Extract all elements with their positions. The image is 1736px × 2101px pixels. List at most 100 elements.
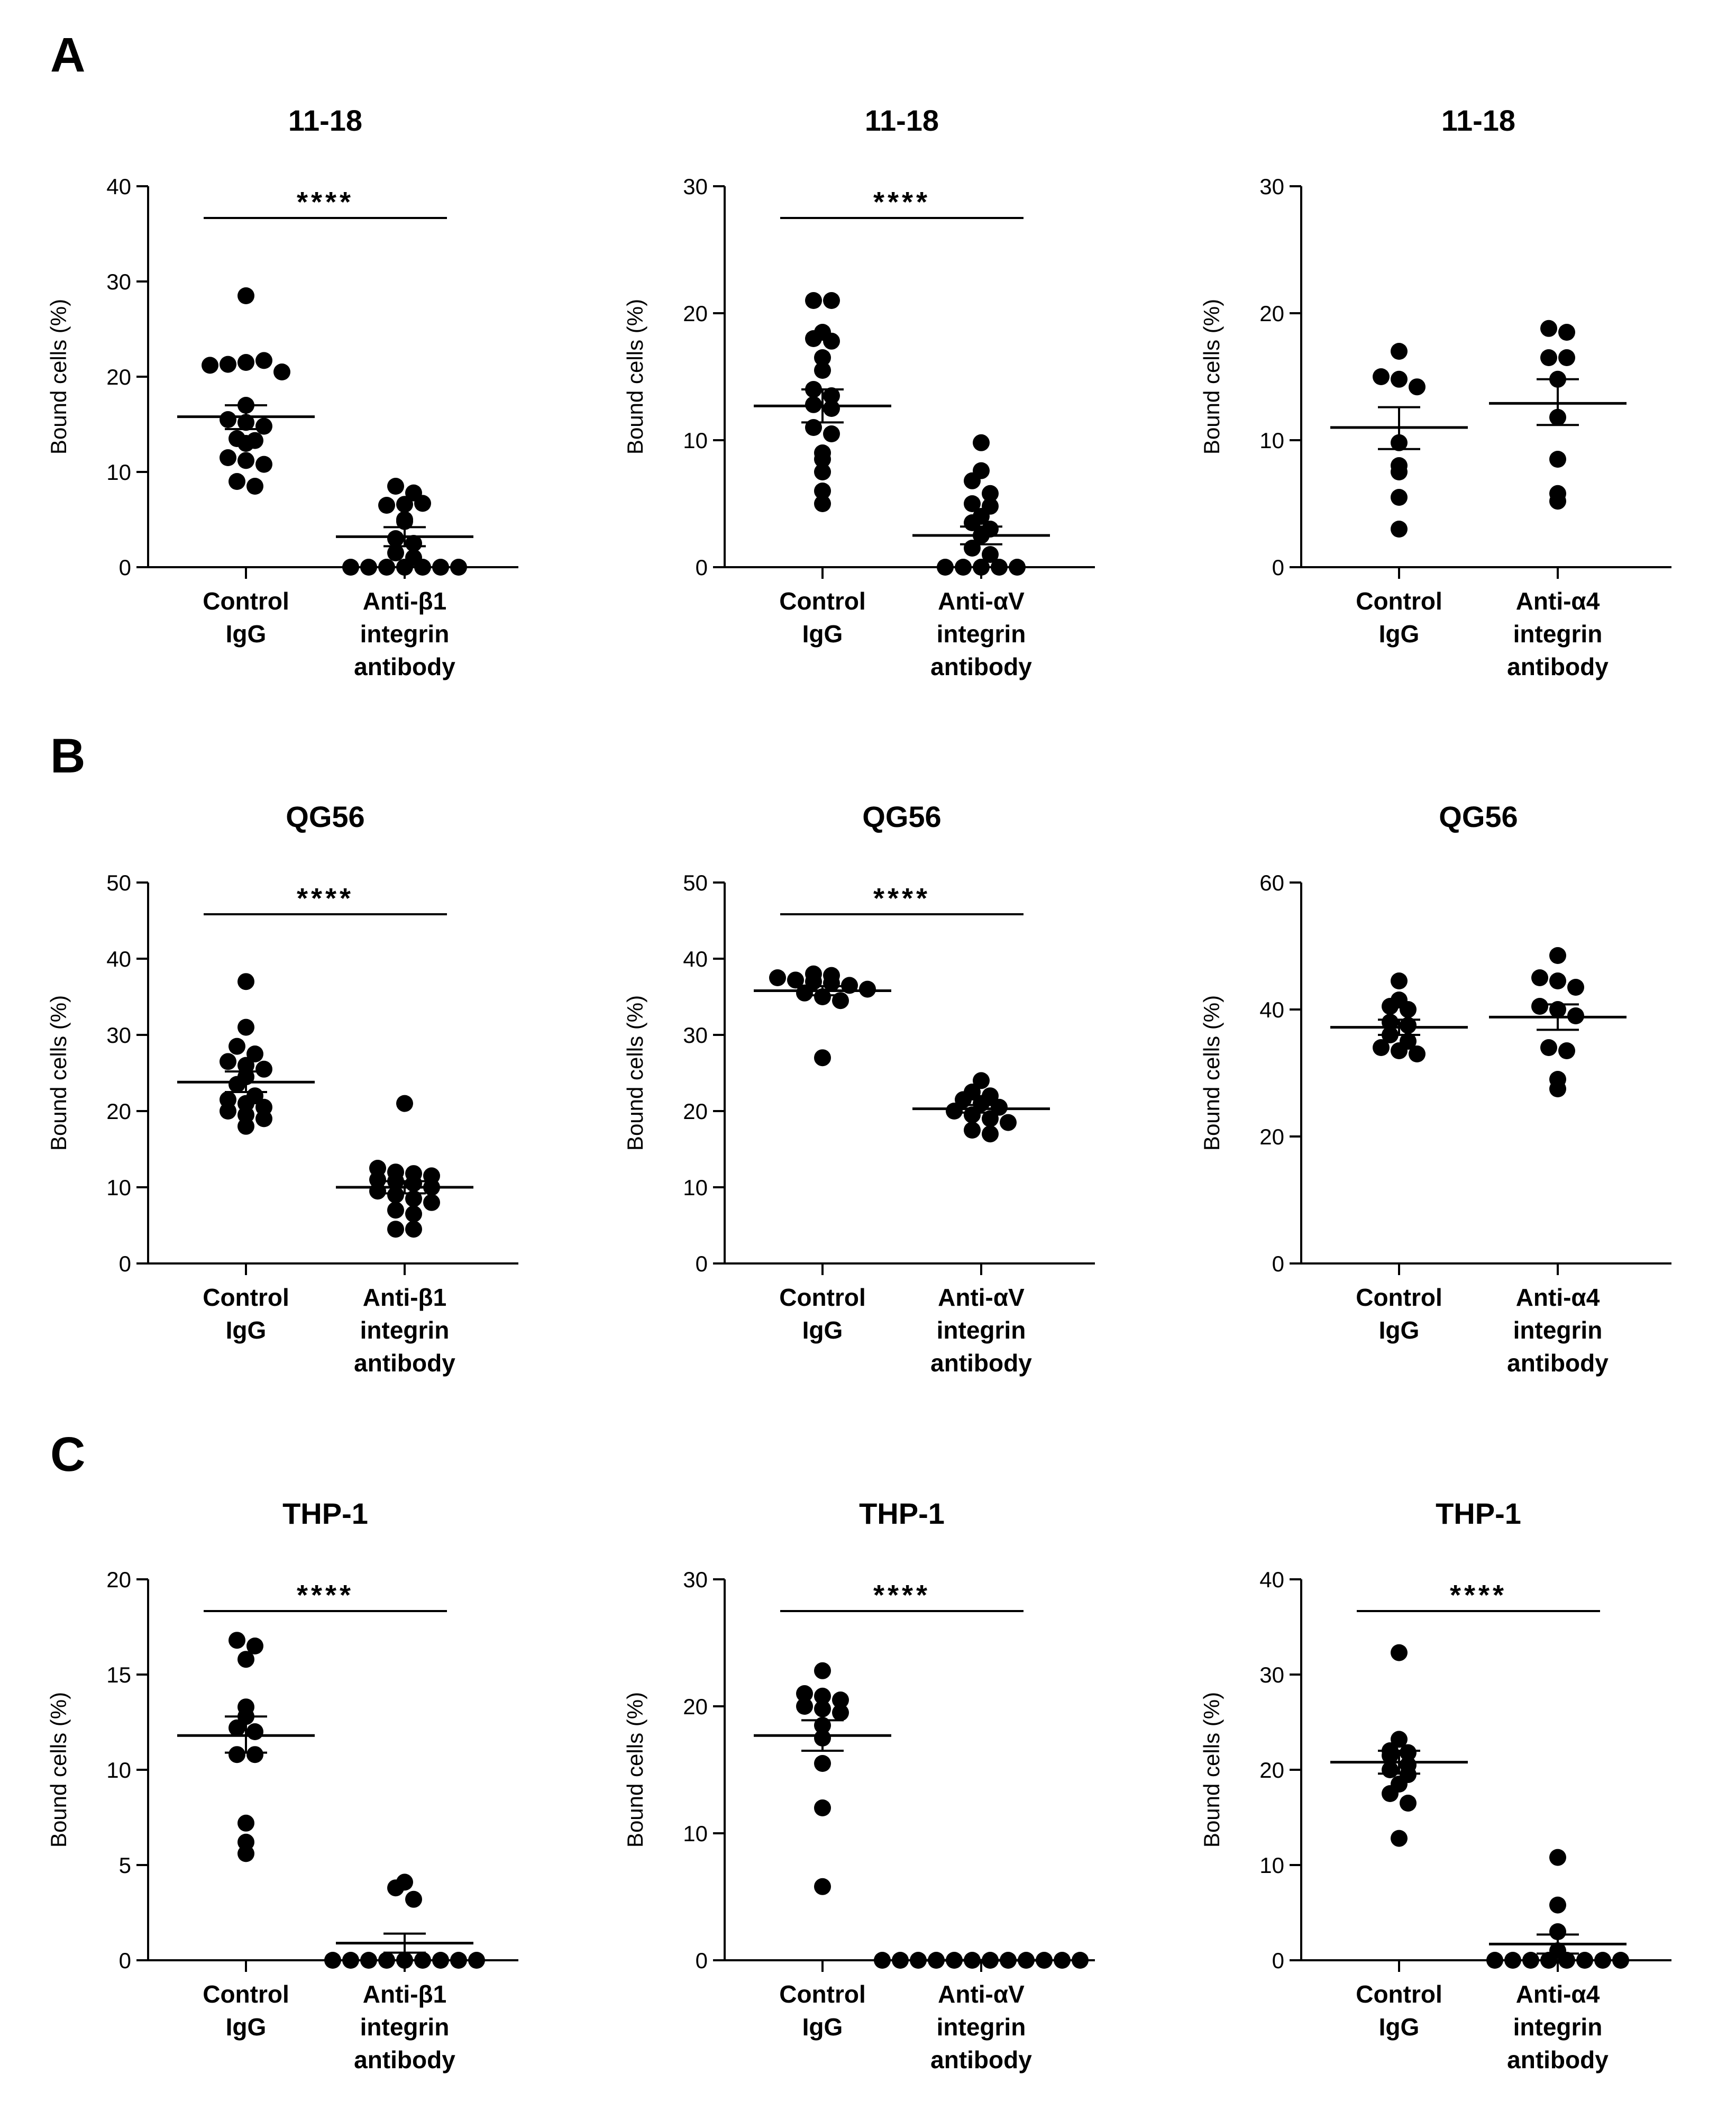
data-point <box>1391 1830 1408 1847</box>
data-point <box>342 1952 359 1969</box>
y-tick-label: 10 <box>106 1175 131 1200</box>
data-point <box>405 1890 422 1908</box>
data-point <box>1549 972 1566 989</box>
y-tick-label: 15 <box>106 1662 131 1687</box>
data-point <box>468 1952 485 1969</box>
data-point <box>814 1049 831 1067</box>
data-point <box>1072 1952 1089 1969</box>
x-category-label: Anti-α4 <box>1516 587 1600 615</box>
x-category-label: integrin <box>937 1316 1026 1344</box>
data-point <box>1558 324 1575 341</box>
x-category-label: antibody <box>1507 653 1609 680</box>
significance-label: **** <box>873 1579 930 1611</box>
data-point <box>255 1098 272 1116</box>
plot-6: QG56 Bound cells (%) 0 20 40 60 Control IgG Anti… <box>1199 800 1671 1377</box>
data-point <box>1504 1952 1521 1969</box>
x-category-label: antibody <box>354 2046 455 2073</box>
data-point <box>387 478 404 495</box>
data-point <box>1531 998 1548 1015</box>
data-point <box>982 546 999 563</box>
data-point <box>360 1952 377 1969</box>
data-point <box>1000 1114 1017 1131</box>
x-category-label: integrin <box>937 620 1026 648</box>
data-point <box>982 1110 999 1127</box>
x-category-label: integrin <box>360 1316 450 1344</box>
y-tick-label: 20 <box>1259 301 1284 326</box>
data-point <box>796 1698 813 1715</box>
data-point <box>814 463 831 480</box>
data-point <box>229 1038 245 1055</box>
y-tick-label: 0 <box>1272 555 1284 580</box>
y-axis-label: Bound cells (%) <box>46 995 71 1151</box>
data-point <box>874 1952 891 1969</box>
data-point <box>805 965 822 983</box>
plot-title: QG56 <box>1439 800 1518 833</box>
y-axis-label: Bound cells (%) <box>623 1692 647 1848</box>
plots-container: 11-18 Bound cells (%) 0 10 20 30 40 Control IgG A… <box>46 104 1671 2073</box>
y-tick-label: 30 <box>1259 174 1284 199</box>
data-point <box>1549 1896 1566 1914</box>
significance-label: **** <box>873 186 930 218</box>
data-point <box>1540 1039 1557 1056</box>
y-tick-label: 30 <box>683 1567 708 1592</box>
data-point <box>405 549 422 566</box>
data-point <box>405 1221 422 1238</box>
data-point <box>396 1095 413 1112</box>
data-point <box>832 992 849 1009</box>
data-point <box>229 430 245 447</box>
data-point <box>1558 1042 1575 1059</box>
data-point <box>1400 1795 1417 1812</box>
data-point <box>964 1106 981 1124</box>
plot-8: THP-1 Bound cells (%) 0 10 20 30 Control IgG Ant… <box>623 1497 1095 2073</box>
data-point <box>1576 1952 1593 1969</box>
x-category-label: Anti-α4 <box>1516 1980 1600 2008</box>
data-point <box>220 411 236 428</box>
data-point <box>1391 1644 1408 1661</box>
panel-letter-a: A <box>50 28 85 82</box>
data-point <box>246 1638 263 1654</box>
x-category-label: antibody <box>1507 1349 1609 1377</box>
plot-3: 11-18 Bound cells (%) 0 10 20 30 Control IgG Ant… <box>1199 104 1671 680</box>
data-point <box>387 530 404 547</box>
y-tick-label: 0 <box>696 555 708 580</box>
plot-2: 11-18 Bound cells (%) 0 10 20 30 Control IgG Ant… <box>623 104 1095 680</box>
y-tick-label: 50 <box>106 870 131 895</box>
x-category-label: Control <box>203 587 289 615</box>
data-point <box>982 1125 999 1143</box>
panel-letter-c: C <box>50 1427 85 1481</box>
data-point <box>973 434 990 451</box>
y-tick-label: 0 <box>119 1251 131 1276</box>
data-point <box>405 484 422 502</box>
data-point <box>832 1691 849 1708</box>
x-category-label: antibody <box>354 653 455 680</box>
x-category-label: Anti-β1 <box>363 1284 446 1311</box>
data-point <box>1409 378 1426 396</box>
y-tick-label: 0 <box>696 1948 708 1973</box>
data-point <box>982 497 999 515</box>
x-category-label: Control <box>779 1284 866 1311</box>
data-point <box>255 417 272 435</box>
plot-title: THP-1 <box>1436 1497 1521 1530</box>
data-point <box>237 973 254 990</box>
y-tick-label: 10 <box>683 428 708 453</box>
y-tick-label: 40 <box>106 174 131 199</box>
y-tick-label: 20 <box>106 1099 131 1124</box>
y-tick-label: 10 <box>106 1758 131 1782</box>
data-point <box>1549 485 1566 502</box>
data-point <box>1400 1757 1417 1773</box>
data-point <box>823 967 840 984</box>
data-point <box>991 1098 1008 1116</box>
panel-letter-b: B <box>50 729 85 783</box>
y-tick-label: 30 <box>106 1023 131 1048</box>
x-category-label: IgG <box>226 2013 267 2041</box>
data-point <box>405 1205 422 1223</box>
x-category-label: integrin <box>360 2013 450 2041</box>
plot-9: THP-1 Bound cells (%) 0 10 20 30 40 Control IgG A… <box>1199 1497 1671 2073</box>
data-point <box>814 1662 831 1679</box>
data-point <box>1486 1952 1503 1969</box>
data-point <box>823 425 840 442</box>
y-axis-label: Bound cells (%) <box>46 299 71 454</box>
data-point <box>1540 320 1557 337</box>
data-point <box>1540 349 1557 366</box>
data-point <box>387 1186 404 1204</box>
